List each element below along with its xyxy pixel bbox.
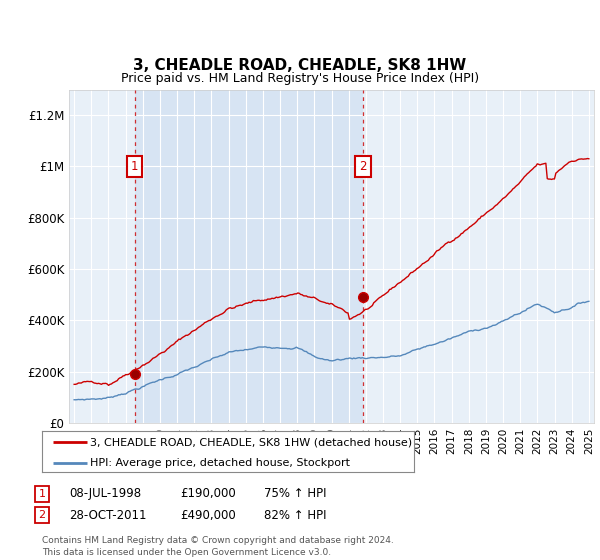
Text: 08-JUL-1998: 08-JUL-1998 <box>69 487 141 501</box>
Text: 1: 1 <box>38 489 46 499</box>
Text: 28-OCT-2011: 28-OCT-2011 <box>69 508 146 522</box>
Text: 3, CHEADLE ROAD, CHEADLE, SK8 1HW: 3, CHEADLE ROAD, CHEADLE, SK8 1HW <box>133 58 467 73</box>
Text: HPI: Average price, detached house, Stockport: HPI: Average price, detached house, Stoc… <box>91 458 350 468</box>
Text: 1: 1 <box>131 160 138 173</box>
Text: 2: 2 <box>359 160 367 173</box>
Text: Contains HM Land Registry data © Crown copyright and database right 2024.
This d: Contains HM Land Registry data © Crown c… <box>42 536 394 557</box>
Text: 3, CHEADLE ROAD, CHEADLE, SK8 1HW (detached house): 3, CHEADLE ROAD, CHEADLE, SK8 1HW (detac… <box>91 437 412 447</box>
Text: £190,000: £190,000 <box>180 487 236 501</box>
Text: Price paid vs. HM Land Registry's House Price Index (HPI): Price paid vs. HM Land Registry's House … <box>121 72 479 85</box>
Text: 2: 2 <box>38 510 46 520</box>
Text: 82% ↑ HPI: 82% ↑ HPI <box>264 508 326 522</box>
Text: £490,000: £490,000 <box>180 508 236 522</box>
Text: 75% ↑ HPI: 75% ↑ HPI <box>264 487 326 501</box>
Bar <box>134 90 363 423</box>
